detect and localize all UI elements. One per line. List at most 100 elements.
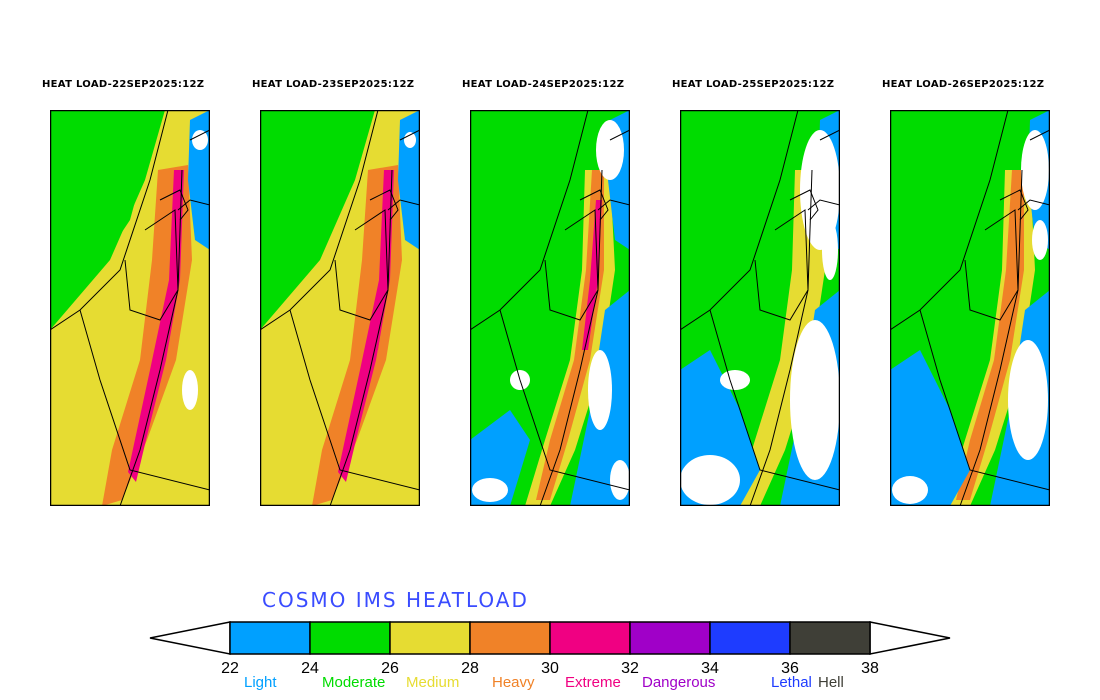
- border-line: [964, 209, 1019, 321]
- colorbar-tick-label: 36: [781, 660, 799, 677]
- category-label: Hell: [818, 674, 844, 691]
- below-threshold-region: [822, 220, 838, 280]
- border-line: [754, 209, 809, 321]
- colorbar-max-extension: [869, 621, 951, 655]
- below-threshold-region: [1032, 220, 1048, 260]
- map-frame: [50, 110, 210, 506]
- colorbar-swatch: [629, 621, 711, 655]
- border-line: [597, 199, 630, 211]
- colorbar-swatch: [229, 621, 311, 655]
- border-line: [959, 169, 1023, 506]
- border-line: [387, 199, 420, 211]
- heatload-map: [680, 110, 840, 506]
- category-label: Light: [244, 674, 277, 691]
- below-threshold-region: [1008, 340, 1048, 460]
- border-line: [124, 209, 179, 321]
- category-label: Lethal: [771, 674, 812, 691]
- below-threshold-region: [1021, 130, 1049, 210]
- map-canvas: [50, 110, 210, 506]
- legend-title: COSMO IMS HEATLOAD: [262, 588, 529, 612]
- category-label: Moderate: [322, 674, 386, 691]
- below-threshold-region: [182, 370, 198, 410]
- colorbar-tick-label: 26: [381, 660, 399, 677]
- border-line: [189, 129, 210, 141]
- colorbar-tick-label: 38: [861, 660, 879, 677]
- heat-region: [128, 170, 184, 482]
- colorbar-swatch: [709, 621, 791, 655]
- colorbar-tick-label: 24: [301, 660, 319, 677]
- colorbar-tick-label: 32: [621, 660, 639, 677]
- border-line: [544, 209, 599, 321]
- colorbar-swatch: [789, 621, 871, 655]
- border-line: [119, 169, 183, 506]
- border-line: [819, 129, 840, 141]
- heat-region: [50, 110, 160, 310]
- border-line: [999, 189, 1029, 221]
- heatload-map: [260, 110, 420, 506]
- colorbar-min-extension: [149, 621, 231, 655]
- map-frame: [470, 110, 630, 506]
- below-threshold-region: [596, 120, 624, 180]
- panel-title: HEAT LOAD-25SEP2025:12Z: [672, 79, 835, 90]
- colorbar-tick-label: 22: [221, 660, 239, 677]
- border-line: [609, 129, 630, 141]
- border-line: [289, 309, 420, 491]
- border-line: [79, 309, 210, 491]
- heat-region: [582, 200, 602, 350]
- border-line: [369, 189, 399, 221]
- border-line: [789, 189, 819, 221]
- colorbar-swatch: [389, 621, 471, 655]
- heat-region: [956, 170, 1024, 500]
- colorbar-tick-label: 30: [541, 660, 559, 677]
- below-threshold-region: [610, 460, 630, 500]
- below-threshold-region: [720, 370, 750, 390]
- colorbar-swatch: [549, 621, 631, 655]
- heatload-map: [50, 110, 210, 506]
- colorbar-swatch: [309, 621, 391, 655]
- map-frame: [890, 110, 1050, 506]
- border-line: [177, 199, 210, 211]
- border-line: [919, 309, 1050, 491]
- heatload-map: [890, 110, 1050, 506]
- border-line: [749, 169, 813, 506]
- colorbar-tick-label: 34: [701, 660, 719, 677]
- panel-title: HEAT LOAD-24SEP2025:12Z: [462, 79, 625, 90]
- heat-region: [102, 165, 192, 506]
- heat-region: [312, 165, 402, 506]
- map-frame: [260, 110, 420, 506]
- panel-title: HEAT LOAD-23SEP2025:12Z: [252, 79, 415, 90]
- border-line: [1029, 129, 1050, 141]
- border-line: [399, 129, 420, 141]
- border-line: [50, 110, 169, 331]
- heatload-map: [470, 110, 630, 506]
- map-canvas: [470, 110, 630, 506]
- border-line: [260, 110, 379, 331]
- border-line: [334, 209, 389, 321]
- panel-title: HEAT LOAD-22SEP2025:12Z: [42, 79, 205, 90]
- map-frame: [680, 110, 840, 506]
- border-line: [579, 189, 609, 221]
- below-threshold-region: [680, 455, 740, 505]
- colorbar-swatch: [469, 621, 551, 655]
- category-label: Heavy: [492, 674, 535, 691]
- below-threshold-region: [790, 320, 840, 480]
- border-line: [890, 110, 1009, 331]
- border-line: [539, 169, 603, 506]
- category-label: Dangerous: [642, 674, 716, 691]
- panel-title: HEAT LOAD-26SEP2025:12Z: [882, 79, 1045, 90]
- border-line: [807, 199, 840, 211]
- map-canvas: [890, 110, 1050, 506]
- border-line: [159, 189, 189, 221]
- colorbar-tick-label: 28: [461, 660, 479, 677]
- border-line: [1017, 199, 1050, 211]
- below-threshold-region: [472, 478, 508, 502]
- border-line: [499, 309, 630, 491]
- category-label: Extreme: [565, 674, 621, 691]
- category-label: Medium: [406, 674, 460, 691]
- below-threshold-region: [588, 350, 612, 430]
- border-line: [709, 309, 840, 491]
- map-canvas: [260, 110, 420, 506]
- border-line: [470, 110, 589, 331]
- below-threshold-region: [192, 130, 208, 150]
